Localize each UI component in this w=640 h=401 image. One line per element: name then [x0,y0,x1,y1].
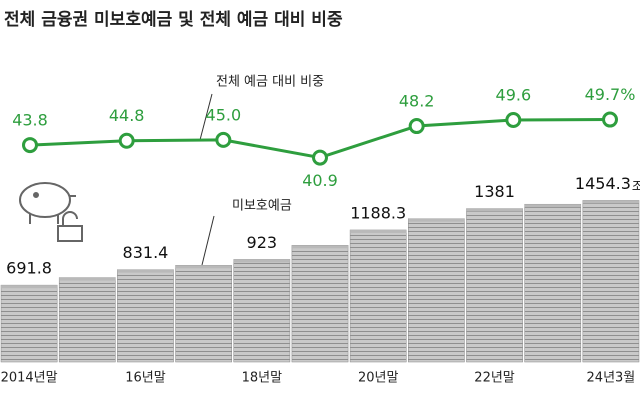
x-tick-label: 18년말 [242,371,283,386]
bar [582,200,640,363]
x-tick-label: 20년말 [358,371,399,386]
data-label: 40.9 [302,171,338,190]
bar [175,265,232,363]
marker [22,137,38,154]
bar-top [408,218,465,222]
data-label: 45.0 [206,105,242,124]
data-label: 43.8 [12,111,48,130]
data-label: 1454.3 [575,174,631,193]
data-label: 48.2 [399,92,435,111]
bar [117,269,174,363]
piggy-icon [19,182,83,242]
data-label: 49.6 [496,85,532,104]
bar-top [524,204,581,208]
x-tick-label: 22년말 [474,371,515,386]
bar-top [175,265,232,269]
x-tick-label: 24년3월 [587,371,636,386]
bar [233,259,291,363]
bar-top [582,200,639,204]
marker [215,131,232,148]
bar [466,208,523,363]
bar [408,218,465,363]
bar-top [291,245,349,249]
unit-label: 조원 [632,179,640,193]
bar-annotation: 미보호예금 [232,199,292,214]
bar-top [1,285,58,289]
bar-top [350,229,407,233]
x-tick-label: 16년말 [125,371,166,386]
leader-line [199,93,213,141]
title: 전체 금융권 미보호예금 및 전체 예금 대비 비중 [4,10,343,30]
x-tick-label: 2014년말 [1,371,58,386]
bar-top [59,277,116,281]
data-label: 1188.3 [350,203,406,222]
marker [408,118,425,135]
data-label: 44.8 [109,106,145,125]
line-annotation: 전체 예금 대비 비중 [216,75,324,90]
marker [505,111,522,128]
data-label: 923 [247,233,278,252]
marker [118,132,135,149]
marker [602,111,618,128]
leader-line [201,215,215,266]
bar [58,277,116,363]
bar [524,203,582,363]
bar-top [233,259,290,263]
data-label: 1381 [474,182,515,201]
bar-top [466,208,523,212]
bar [0,284,58,363]
bar-top [117,269,174,273]
marker [312,149,328,166]
data-label: 691.8 [6,259,52,278]
data-label: 49.7% [585,85,636,104]
bar [349,229,407,363]
data-label: 831.4 [123,243,169,262]
bar [291,245,349,363]
